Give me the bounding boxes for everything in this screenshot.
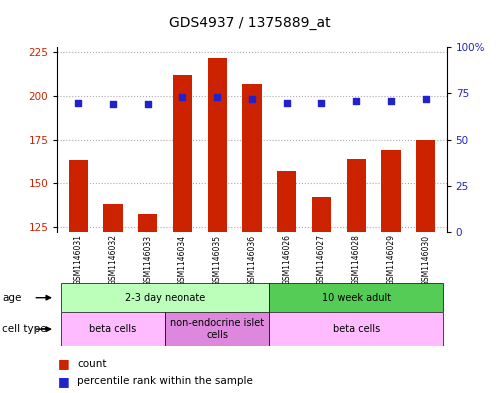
Bar bbox=[69, 160, 88, 232]
Text: GSM1146031: GSM1146031 bbox=[74, 234, 83, 285]
Text: GSM1146033: GSM1146033 bbox=[143, 234, 152, 286]
Text: GSM1146027: GSM1146027 bbox=[317, 234, 326, 285]
Bar bbox=[269, 312, 443, 346]
Text: cell type: cell type bbox=[2, 324, 47, 334]
Text: GSM1146026: GSM1146026 bbox=[282, 234, 291, 285]
Point bbox=[74, 99, 82, 106]
Bar bbox=[269, 283, 443, 312]
Text: GSM1146032: GSM1146032 bbox=[108, 234, 117, 285]
Bar bbox=[208, 58, 227, 232]
Point bbox=[387, 97, 395, 104]
Text: 2-3 day neonate: 2-3 day neonate bbox=[125, 293, 205, 303]
Point bbox=[213, 94, 221, 100]
Text: non-endocrine islet
cells: non-endocrine islet cells bbox=[170, 318, 264, 340]
Point bbox=[317, 99, 325, 106]
Bar bbox=[416, 140, 435, 232]
Bar bbox=[173, 75, 192, 232]
Text: GSM1146035: GSM1146035 bbox=[213, 234, 222, 286]
Text: GSM1146029: GSM1146029 bbox=[387, 234, 396, 285]
Bar bbox=[277, 171, 296, 232]
Point bbox=[422, 96, 430, 102]
Point bbox=[283, 99, 291, 106]
Bar bbox=[347, 159, 366, 232]
Point bbox=[352, 97, 360, 104]
Text: GSM1146030: GSM1146030 bbox=[421, 234, 430, 286]
Bar bbox=[165, 312, 269, 346]
Text: percentile rank within the sample: percentile rank within the sample bbox=[77, 376, 253, 386]
Text: count: count bbox=[77, 358, 107, 369]
Bar bbox=[61, 283, 269, 312]
Point bbox=[248, 96, 256, 102]
Text: beta cells: beta cells bbox=[333, 324, 380, 334]
Point bbox=[109, 101, 117, 108]
Bar bbox=[61, 312, 165, 346]
Text: age: age bbox=[2, 293, 22, 303]
Bar bbox=[243, 84, 261, 232]
Text: beta cells: beta cells bbox=[89, 324, 137, 334]
Bar bbox=[138, 215, 157, 232]
Text: GSM1146034: GSM1146034 bbox=[178, 234, 187, 286]
Text: GSM1146036: GSM1146036 bbox=[248, 234, 256, 286]
Text: GDS4937 / 1375889_at: GDS4937 / 1375889_at bbox=[169, 16, 330, 30]
Point bbox=[179, 94, 187, 100]
Text: GSM1146028: GSM1146028 bbox=[352, 234, 361, 285]
Bar bbox=[103, 204, 123, 232]
Text: 10 week adult: 10 week adult bbox=[322, 293, 391, 303]
Point bbox=[144, 101, 152, 108]
Bar bbox=[312, 197, 331, 232]
Text: ■: ■ bbox=[57, 375, 69, 388]
Bar bbox=[381, 150, 401, 232]
Text: ■: ■ bbox=[57, 357, 69, 370]
